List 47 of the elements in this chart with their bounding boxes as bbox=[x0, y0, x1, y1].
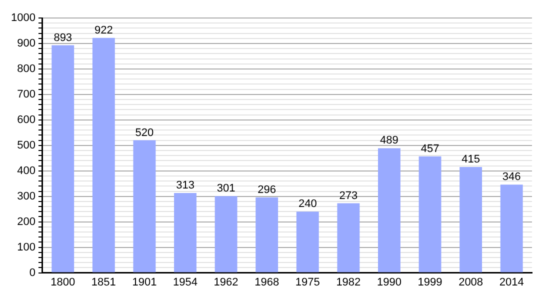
bar bbox=[92, 38, 115, 272]
x-tick-label: 2014 bbox=[499, 276, 524, 288]
data-label: 520 bbox=[135, 126, 154, 139]
y-tick-label: 0 bbox=[29, 266, 36, 279]
x-tick-label: 2008 bbox=[458, 276, 484, 288]
x-tick-label: 1954 bbox=[173, 276, 198, 288]
y-tick-label: 1000 bbox=[10, 12, 36, 24]
y-tick-label: 100 bbox=[17, 241, 36, 254]
data-label: 301 bbox=[216, 182, 236, 195]
bar bbox=[337, 203, 360, 272]
y-tick-label: 500 bbox=[17, 139, 36, 152]
data-label: 346 bbox=[502, 171, 521, 184]
x-tick-label: 1999 bbox=[418, 276, 442, 288]
y-tick-label: 900 bbox=[17, 38, 36, 50]
x-tick-label: 1975 bbox=[295, 276, 320, 288]
bar bbox=[460, 167, 482, 272]
data-label: 457 bbox=[420, 142, 440, 155]
x-tick-label: 1968 bbox=[254, 276, 280, 288]
data-label: 296 bbox=[258, 184, 276, 196]
bar bbox=[214, 196, 238, 272]
x-tick-label: 1901 bbox=[132, 276, 157, 288]
bar bbox=[500, 184, 523, 272]
data-label: 489 bbox=[380, 134, 398, 147]
y-tick-label: 300 bbox=[17, 190, 36, 202]
y-tick-label: 400 bbox=[17, 164, 36, 177]
bar bbox=[174, 193, 196, 272]
x-tick-label: 1962 bbox=[214, 276, 238, 288]
x-tick-label: 1800 bbox=[50, 276, 76, 288]
data-label: 893 bbox=[54, 32, 72, 44]
bar bbox=[52, 45, 74, 272]
data-label: 313 bbox=[176, 180, 194, 192]
data-label: 240 bbox=[298, 198, 317, 210]
bar bbox=[256, 197, 278, 272]
bar bbox=[296, 212, 319, 272]
bar bbox=[378, 148, 400, 272]
data-label: 922 bbox=[94, 24, 113, 36]
y-tick-label: 200 bbox=[17, 216, 36, 228]
data-label: 415 bbox=[462, 154, 480, 166]
x-tick-label: 1982 bbox=[336, 276, 361, 288]
x-tick-label: 1851 bbox=[91, 276, 116, 288]
x-tick-label: 1990 bbox=[376, 276, 402, 288]
y-tick-label: 700 bbox=[17, 88, 36, 100]
y-tick-label: 800 bbox=[17, 62, 36, 75]
bar bbox=[418, 156, 442, 272]
bar bbox=[133, 140, 156, 272]
y-tick-label: 600 bbox=[17, 114, 36, 126]
data-label: 273 bbox=[339, 190, 358, 202]
